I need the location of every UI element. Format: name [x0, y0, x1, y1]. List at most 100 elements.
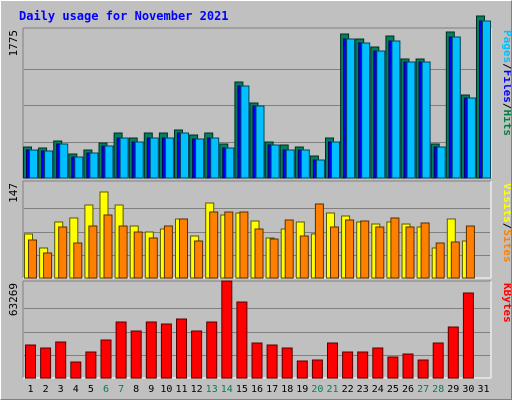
bar-sites-day-9 [148, 237, 158, 279]
bar-kbytes-day-28 [432, 342, 444, 379]
bar-kbytes-day-1 [25, 344, 36, 379]
day-label-7: 7 [118, 384, 124, 395]
bar-kbytes-day-30 [462, 292, 474, 379]
bar-sites-day-15 [239, 211, 249, 279]
day-label-14: 14 [221, 384, 233, 395]
bar-pages-day-19 [300, 149, 310, 179]
day-label-22: 22 [342, 384, 354, 395]
bar-kbytes-day-17 [266, 344, 278, 379]
legend-entry: / [501, 63, 511, 70]
day-label-23: 23 [357, 384, 369, 395]
day-label-9: 9 [148, 384, 154, 395]
bar-sites-day-11 [179, 218, 188, 279]
panel-kbytes: 63269 KBytes [7, 280, 511, 379]
day-label-15: 15 [236, 384, 248, 395]
bar-kbytes-day-3 [55, 341, 67, 379]
bar-pages-day-20 [315, 159, 325, 179]
bar-sites-day-5 [88, 225, 98, 279]
bar-kbytes-day-27 [417, 359, 429, 379]
day-label-11: 11 [175, 384, 187, 395]
bar-pages-day-6 [104, 145, 114, 179]
bar-kbytes-day-25 [387, 356, 399, 379]
bar-pages-day-4 [74, 156, 84, 179]
day-label-10: 10 [160, 384, 172, 395]
bar-kbytes-day-26 [402, 353, 414, 379]
bar-pages-day-9 [149, 137, 159, 179]
bar-pages-day-25 [391, 40, 401, 179]
bar-pages-day-13 [210, 137, 220, 179]
bar-sites-day-8 [133, 231, 143, 279]
day-label-6: 6 [103, 384, 109, 395]
day-label-26: 26 [402, 384, 414, 395]
day-label-19: 19 [296, 384, 308, 395]
day-label-24: 24 [372, 384, 384, 395]
bar-sites-day-26 [405, 226, 415, 279]
day-label-28: 28 [432, 384, 444, 395]
day-label-1: 1 [27, 384, 33, 395]
bar-pages-day-31 [482, 20, 491, 179]
day-label-5: 5 [88, 384, 94, 395]
bar-sites-day-17 [269, 238, 279, 279]
series-sites [28, 203, 475, 279]
bar-sites-day-4 [73, 242, 83, 279]
bar-kbytes-day-13 [206, 321, 218, 379]
bar-pages-day-26 [406, 61, 416, 179]
legend-entry: Pages [501, 30, 511, 63]
bar-kbytes-day-10 [160, 323, 172, 379]
bar-kbytes-day-7 [115, 321, 127, 379]
series-kbytes [25, 280, 474, 379]
chart-title: Daily usage for November 2021 [19, 9, 229, 23]
bar-kbytes-day-21 [327, 342, 338, 379]
legend-entry: Hits [501, 110, 511, 137]
bar-kbytes-day-22 [342, 351, 354, 379]
day-label-13: 13 [206, 384, 218, 395]
legend-entry: / [501, 223, 511, 230]
bar-kbytes-day-20 [311, 359, 323, 379]
panel-visits-sites: 147 Visits/Sites [7, 180, 511, 279]
chart-panels: 1775Pages/Files/Hits147Visits/Sites63269… [7, 15, 511, 379]
bar-sites-day-30 [465, 225, 475, 279]
day-label-30: 30 [462, 384, 474, 395]
bar-pages-day-5 [89, 152, 99, 179]
day-label-18: 18 [281, 384, 293, 395]
bar-pages-day-22 [346, 38, 356, 179]
bar-kbytes-day-19 [296, 360, 308, 379]
bar-pages-day-21 [331, 141, 340, 179]
bar-sites-day-24 [375, 226, 385, 279]
bar-sites-day-14 [224, 211, 234, 279]
bar-pages-day-11 [180, 132, 189, 179]
bar-kbytes-day-11 [176, 318, 187, 379]
day-label-8: 8 [133, 384, 139, 395]
bar-pages-day-1 [29, 149, 38, 179]
bar-kbytes-day-14 [221, 280, 233, 379]
day-label-16: 16 [251, 384, 263, 395]
bar-sites-day-28 [435, 242, 445, 279]
bar-pages-day-8 [134, 141, 144, 179]
legend-entry: KBytes [501, 283, 511, 323]
bar-pages-day-29 [451, 36, 461, 179]
legend-entry: Sites [501, 229, 511, 262]
bar-kbytes-day-5 [85, 351, 97, 379]
day-label-21: 21 [326, 384, 338, 395]
bar-pages-day-2 [44, 150, 54, 179]
bar-pages-day-16 [255, 105, 265, 179]
series-pages [29, 20, 491, 179]
bar-sites-day-18 [284, 219, 294, 279]
bar-kbytes-day-29 [447, 326, 459, 379]
bar-kbytes-day-23 [357, 351, 369, 379]
bar-sites-day-21 [330, 226, 339, 279]
bar-pages-day-15 [240, 85, 250, 179]
bar-sites-day-7 [118, 225, 128, 279]
bar-sites-day-10 [163, 225, 173, 279]
day-label-31: 31 [477, 384, 489, 395]
bar-pages-day-7 [119, 137, 129, 179]
bar-sites-day-12 [194, 240, 204, 279]
day-label-25: 25 [387, 384, 399, 395]
bar-sites-day-16 [254, 228, 264, 279]
bar-pages-day-14 [225, 147, 235, 179]
bar-sites-day-25 [390, 217, 400, 279]
bar-kbytes-day-8 [130, 330, 142, 379]
